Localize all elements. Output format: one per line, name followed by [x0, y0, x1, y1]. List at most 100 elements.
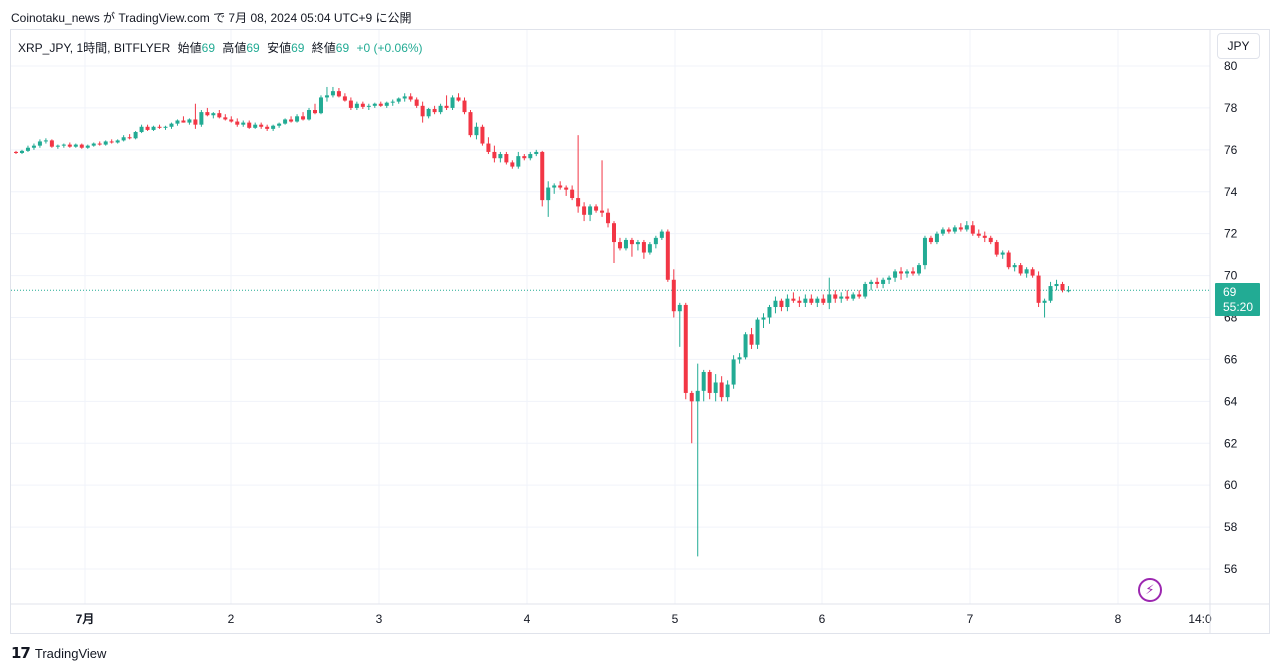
- candle-body: [79, 144, 84, 148]
- tradingview-logo-icon: 𝟭𝟳: [11, 645, 31, 662]
- y-tick-label: 64: [1224, 394, 1238, 408]
- candle-body: [67, 144, 72, 147]
- footer-brand-text: TradingView: [34, 645, 107, 661]
- candle-body: [468, 112, 473, 136]
- candle-body: [623, 239, 628, 249]
- lightning-icon[interactable]: ⚡: [1138, 578, 1162, 602]
- candle-body: [516, 156, 521, 167]
- x-tick-label: 8: [1115, 612, 1122, 626]
- candle-body: [438, 105, 443, 113]
- candle-body: [396, 98, 401, 102]
- candle-body: [905, 271, 910, 274]
- candle-body: [480, 126, 485, 144]
- candle-body: [360, 103, 365, 107]
- candle-body: [1024, 269, 1029, 274]
- candle-body: [911, 271, 915, 274]
- candle-body: [151, 126, 156, 130]
- candle-body: [85, 145, 90, 148]
- candle-body: [606, 212, 611, 224]
- candle-body: [31, 145, 36, 148]
- currency-button[interactable]: JPY: [1217, 33, 1260, 59]
- candle-body: [928, 237, 933, 243]
- candle-body: [540, 151, 545, 201]
- candle-body: [1042, 300, 1047, 303]
- candle-body: [659, 231, 664, 238]
- x-tick-label: 3: [376, 612, 383, 626]
- candle-body: [737, 357, 742, 360]
- candle-body: [426, 108, 431, 117]
- last-price-tag: 69 55:20: [1215, 283, 1260, 316]
- candle-body: [964, 225, 969, 230]
- candle-body: [1018, 265, 1023, 274]
- candle-body: [1060, 283, 1065, 291]
- candle-body: [558, 185, 563, 188]
- candle-body: [432, 108, 437, 113]
- candle-body: [881, 279, 886, 284]
- legend-high-label: 高値: [222, 41, 247, 55]
- candle-body: [318, 97, 323, 114]
- x-tick-label: 5: [672, 612, 679, 626]
- legend-high-value: 69: [246, 41, 260, 55]
- candle-body: [444, 105, 449, 108]
- candle-body: [336, 91, 341, 97]
- candle-body: [851, 294, 856, 299]
- candle-body: [205, 112, 210, 116]
- x-tick-label: 7月: [76, 612, 95, 626]
- candle-body: [366, 105, 371, 107]
- candle-body: [217, 113, 222, 118]
- candle-body: [414, 99, 419, 106]
- candle-body: [719, 382, 724, 398]
- candle-body: [265, 126, 270, 129]
- candle-body: [617, 242, 622, 249]
- candle-body: [958, 227, 963, 230]
- candle-body: [934, 233, 939, 243]
- candle-body: [378, 103, 383, 106]
- legend-symbol[interactable]: XRP_JPY, 1時間, BITFLYER: [18, 41, 171, 55]
- candle-body: [594, 206, 599, 211]
- candle-body: [127, 137, 132, 139]
- candle-body: [1000, 252, 1005, 255]
- candle-body: [163, 126, 168, 128]
- candle-body: [982, 235, 987, 238]
- candle-body: [1066, 290, 1071, 292]
- candle-body: [133, 132, 138, 139]
- candle-body: [635, 242, 640, 245]
- candle-body: [976, 233, 981, 236]
- y-tick-label: 56: [1224, 562, 1238, 576]
- legend-open-value: 69: [201, 41, 215, 55]
- legend-low-value: 69: [291, 41, 305, 55]
- candle-body: [576, 198, 581, 207]
- candle-body: [665, 231, 670, 280]
- legend-change: +0 (+0.06%): [356, 41, 423, 55]
- x-tick-label: 14:0: [1188, 612, 1212, 626]
- candle-body: [827, 294, 832, 303]
- y-tick-label: 80: [1224, 59, 1238, 73]
- candle-body: [259, 124, 264, 127]
- legend-low-label: 安値: [267, 41, 292, 55]
- candle-body: [211, 113, 216, 116]
- candle-body: [743, 334, 748, 358]
- candle-body: [492, 151, 497, 159]
- candle-body: [893, 271, 898, 278]
- candle-body: [384, 102, 389, 106]
- candle-body: [833, 294, 838, 299]
- candle-body: [887, 277, 892, 280]
- candle-body: [1048, 286, 1053, 301]
- candle-body: [767, 307, 772, 318]
- candle-body: [1030, 269, 1035, 276]
- bar-countdown: 55:20: [1223, 300, 1254, 314]
- candle-body: [803, 298, 808, 303]
- candle-body: [342, 96, 347, 101]
- candle-body: [695, 390, 700, 402]
- candle-body: [313, 110, 317, 114]
- candle-body: [570, 189, 575, 199]
- candle-body: [307, 110, 312, 120]
- candle-body: [408, 96, 413, 100]
- symbol-legend: XRP_JPY, 1時間, BITFLYER 始値69 高値69 安値69 終値…: [18, 39, 423, 56]
- candle-body: [330, 91, 335, 96]
- candle-body: [582, 206, 587, 215]
- candle-body: [988, 237, 993, 243]
- y-tick-label: 76: [1224, 143, 1238, 157]
- candle-body: [91, 143, 96, 146]
